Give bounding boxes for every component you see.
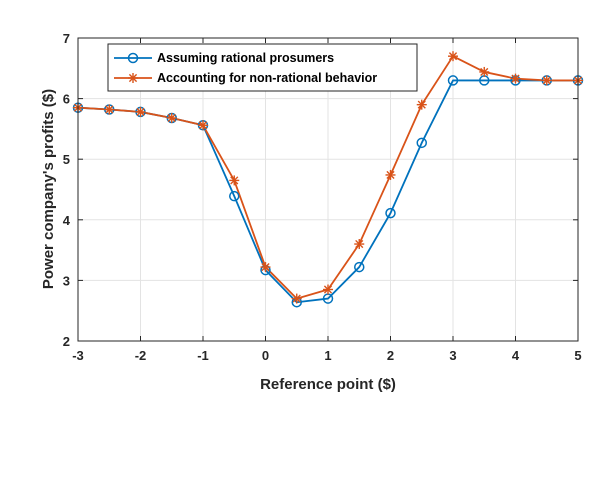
x-tick-label: 1 <box>324 348 331 363</box>
y-tick-label: 6 <box>63 92 70 107</box>
data-point-circle <box>385 207 396 219</box>
legend-marker-rational <box>127 52 139 64</box>
x-tick-label: 2 <box>387 348 394 363</box>
data-point-asterisk <box>510 73 521 84</box>
data-point-asterisk <box>354 239 365 250</box>
x-tick-label: 0 <box>262 348 269 363</box>
y-tick-label: 3 <box>63 273 70 288</box>
x-tick-label: 4 <box>512 348 520 363</box>
data-point-asterisk <box>198 120 208 131</box>
data-point-asterisk <box>479 66 490 77</box>
legend-marker-nonrational <box>128 73 138 83</box>
data-point-circle <box>354 261 365 273</box>
y-axis-label: Power company's profits ($) <box>40 89 57 289</box>
data-point-asterisk <box>166 112 177 123</box>
data-point-asterisk <box>416 99 427 110</box>
legend: Assuming rational prosumers Accounting f… <box>107 43 418 92</box>
x-axis-label: Reference point ($) <box>260 376 396 393</box>
legend-box <box>107 43 418 92</box>
data-point-asterisk <box>385 169 396 180</box>
data-point-asterisk <box>104 104 115 115</box>
data-point-asterisk <box>541 75 552 86</box>
legend-label-nonrational: Accounting for non-rational behavior <box>157 71 377 85</box>
y-tick-label: 4 <box>63 213 71 228</box>
data-point-circle <box>416 137 427 149</box>
axis-ticks: -3 -2 -1 0 1 2 3 4 5 2 3 4 5 6 7 <box>63 31 582 363</box>
data-point-circle <box>447 75 459 86</box>
x-tick-label: -1 <box>197 348 209 363</box>
y-tick-label: 5 <box>63 152 70 167</box>
x-tick-label: -2 <box>135 348 147 363</box>
data-point-circle <box>229 190 240 202</box>
data-point-asterisk <box>448 51 458 62</box>
y-tick-label: 2 <box>63 334 70 349</box>
x-tick-label: 3 <box>449 348 456 363</box>
x-tick-label: 5 <box>574 348 581 363</box>
series-markers <box>72 51 584 308</box>
y-tick-label: 7 <box>63 31 70 46</box>
legend-label-rational: Assuming rational prosumers <box>157 51 334 65</box>
data-point-asterisk <box>323 284 333 295</box>
legend-asterisk <box>128 73 138 83</box>
x-tick-label: -3 <box>72 348 84 363</box>
data-point-asterisk <box>229 175 240 186</box>
data-point-asterisk <box>291 293 302 304</box>
data-point-asterisk <box>135 106 146 117</box>
data-point-asterisk <box>260 262 271 273</box>
